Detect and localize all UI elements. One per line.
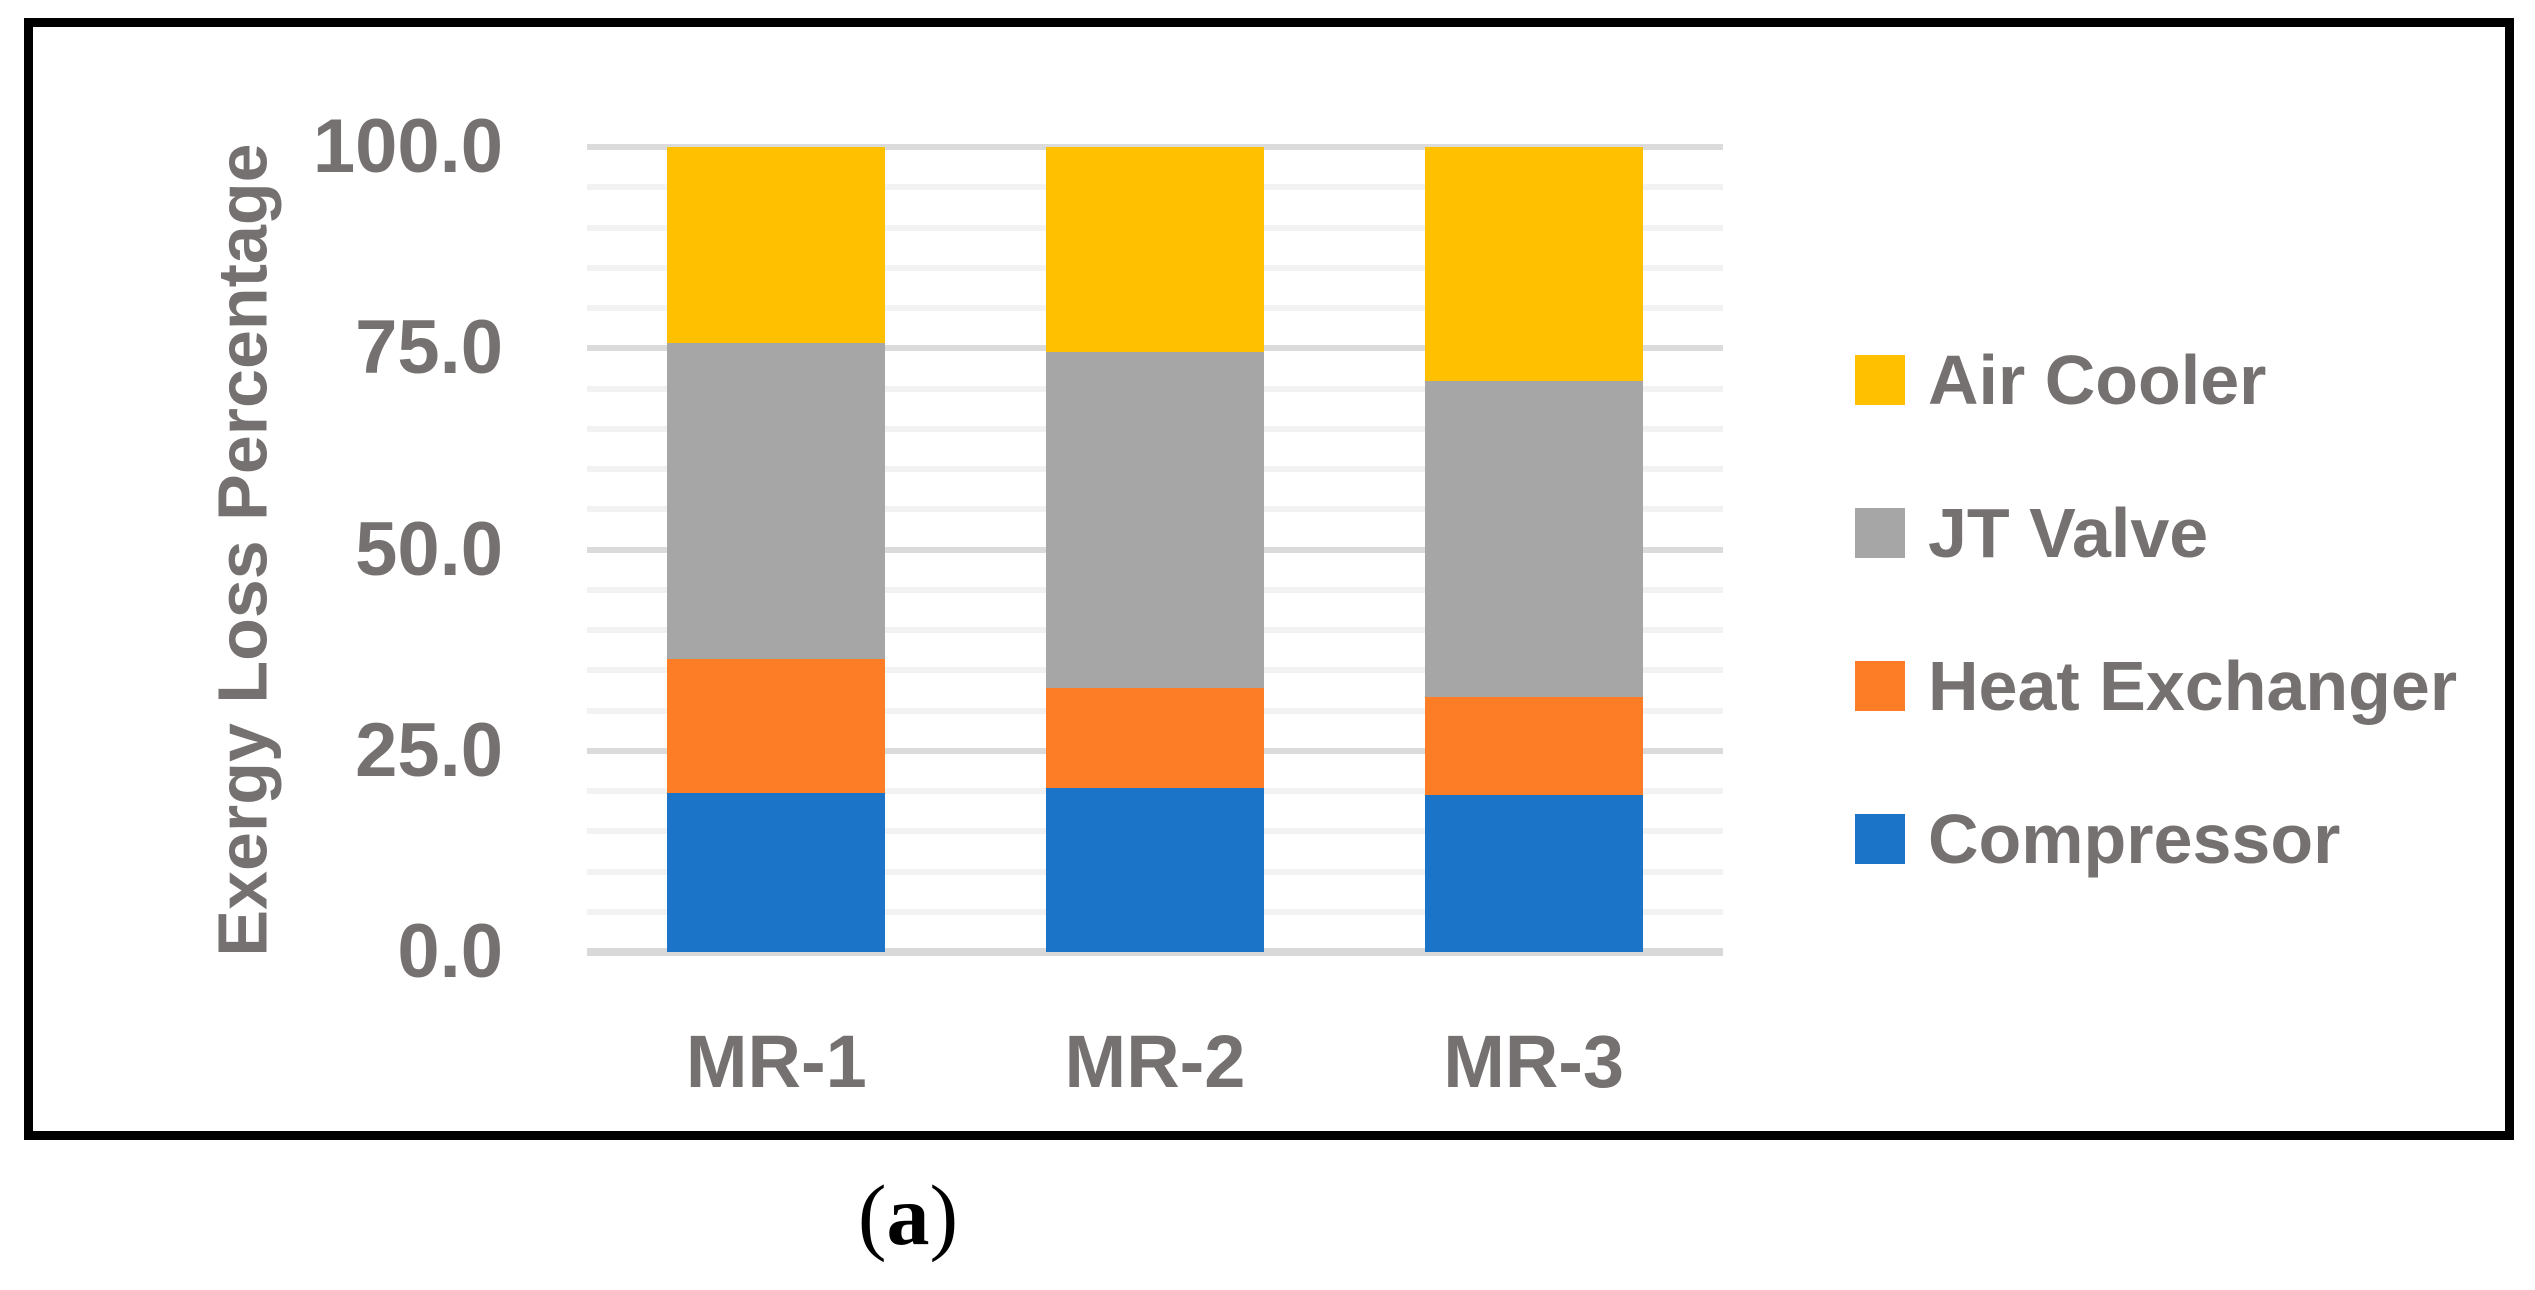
legend-item-air-cooler: Air Cooler [1855,345,2457,415]
x-axis-line [587,948,1723,956]
caption-letter: a [886,1167,930,1263]
x-tick-label-mr-2: MR-2 [1064,1020,1246,1103]
legend-item-compressor: Compressor [1855,804,2457,874]
bar-segment-air-cooler [1424,147,1643,382]
x-tick-label-mr-1: MR-1 [685,1020,867,1103]
y-tick-label: 50.0 [355,506,503,592]
bar-segment-compressor [1424,795,1643,952]
legend-label: Air Cooler [1928,341,2267,419]
legend-item-jt-valve: JT Valve [1855,498,2457,568]
y-tick-label: 25.0 [355,707,503,793]
legend-swatch [1855,355,1905,405]
caption-close-paren: ) [929,1167,959,1263]
x-tick-label-mr-3: MR-3 [1443,1020,1625,1103]
major-gridline [587,144,1723,150]
bar-segment-air-cooler [667,147,886,343]
legend-label: Compressor [1928,800,2341,878]
bar-segment-jt-valve [1424,381,1643,697]
bar-segment-jt-valve [667,342,886,659]
bar-segment-heat-exchanger [1046,687,1264,788]
bar-segment-air-cooler [1046,147,1264,353]
chart-frame: Exergy Loss Percentage 100.0 75.0 50.0 25.0… [24,18,2514,1140]
caption-open-paren: ( [857,1167,887,1263]
y-tick-label: 100.0 [312,104,503,189]
y-tick-label: 0.0 [397,909,503,994]
bar-segment-jt-valve [1046,352,1264,688]
legend-item-heat-exchanger: Heat Exchanger [1855,651,2457,721]
legend-label: JT Valve [1928,494,2209,572]
bar-segment-compressor [1046,787,1264,952]
bar-segment-compressor [667,792,886,952]
bar-segment-heat-exchanger [667,659,886,793]
legend-label: Heat Exchanger [1928,647,2458,725]
legend-swatch [1855,508,1905,558]
figure-caption: (a) [858,1172,958,1258]
legend: Air Cooler JT Valve Heat Exchanger Compress… [1855,345,2457,965]
legend-swatch [1855,814,1905,864]
bar-segment-heat-exchanger [1424,696,1643,796]
plot-area [587,144,1723,956]
legend-swatch [1855,661,1905,711]
y-tick-label: 75.0 [355,305,503,391]
